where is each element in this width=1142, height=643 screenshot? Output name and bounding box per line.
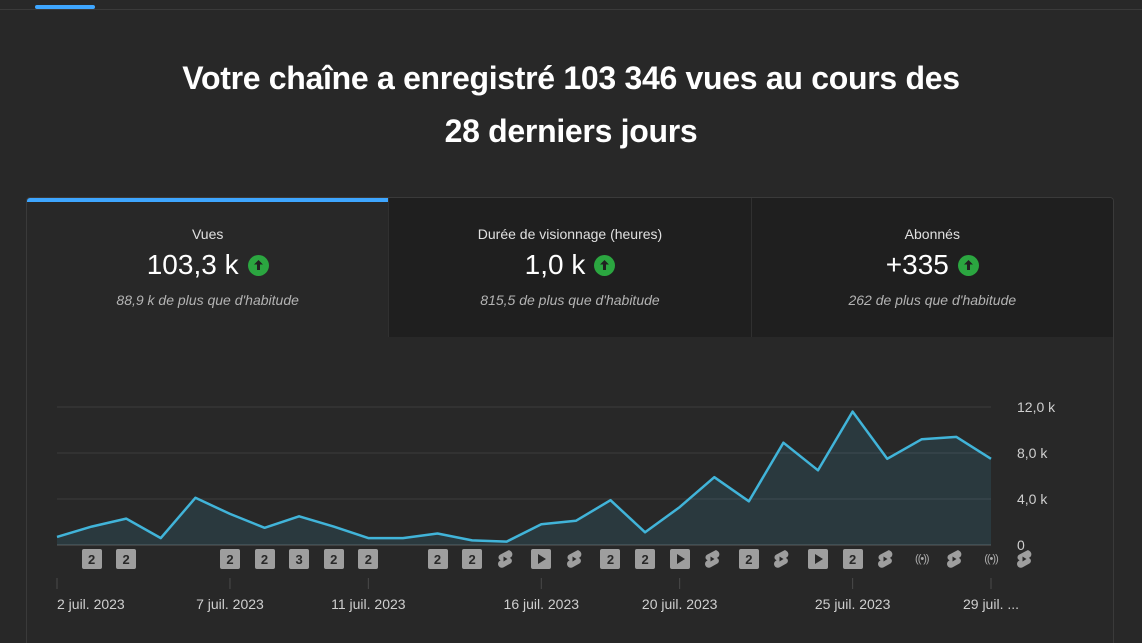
x-tick-label: 16 juil. 2023 <box>503 596 580 612</box>
data-point[interactable] <box>329 522 339 532</box>
metric-value: 1,0 k <box>524 249 586 280</box>
views-series-line <box>56 410 992 543</box>
y-tick-label: 12,0 k <box>1017 399 1056 415</box>
tab-abonnes[interactable]: Abonnés +335 262 de plus que d'habitude <box>751 198 1113 337</box>
x-tick-label: 2 juil. 2023 <box>57 596 125 612</box>
uploads-count-marker[interactable]: 3 <box>289 549 310 569</box>
x-axis-labels: 2 juil. 2023 7 juil. 2023 11 juil. 2023 16 … <box>27 596 1113 616</box>
data-point[interactable] <box>848 407 858 417</box>
metric-value: 103,3 k <box>146 249 239 280</box>
views-area-fill <box>57 411 991 545</box>
data-point[interactable] <box>778 438 788 448</box>
shorts-icon[interactable] <box>946 549 966 569</box>
data-point[interactable] <box>502 537 512 547</box>
metric-value: +335 <box>885 249 949 280</box>
page-headline: Votre chaîne a enregistré 103 346 vues a… <box>0 52 1142 158</box>
uploads-count-marker[interactable]: 2 <box>81 549 102 569</box>
active-page-tab-indicator <box>35 5 95 9</box>
metric-label: Vues <box>191 226 224 242</box>
arrow-up-circle-icon <box>247 254 269 276</box>
uploads-count-marker[interactable]: 2 <box>635 549 656 569</box>
metric-tabs: Vues 103,3 k 88,9 k de plus que d'habitu… <box>27 198 1113 337</box>
shorts-icon[interactable] <box>877 549 897 569</box>
uploads-count-marker[interactable]: 2 <box>600 549 621 569</box>
data-point[interactable] <box>536 519 546 529</box>
x-tick-label: 11 juil. 2023 <box>331 596 406 612</box>
data-point[interactable] <box>571 516 581 526</box>
uploads-count-marker[interactable]: 2 <box>358 549 379 569</box>
data-point[interactable] <box>363 533 373 543</box>
live-broadcast-icon[interactable]: ((•)) <box>984 553 999 565</box>
data-point[interactable] <box>605 495 615 505</box>
data-point[interactable] <box>121 514 131 524</box>
video-play-icon[interactable] <box>669 549 690 569</box>
data-point[interactable] <box>744 496 754 506</box>
uploads-count-marker[interactable]: 2 <box>842 549 863 569</box>
arrow-up-circle-icon <box>957 254 979 276</box>
data-point[interactable] <box>190 493 200 503</box>
metric-comparison: 262 de plus que d'habitude <box>848 292 1017 308</box>
data-point[interactable] <box>467 535 477 545</box>
data-point[interactable] <box>294 511 304 521</box>
data-point[interactable] <box>87 522 97 532</box>
uploads-count-marker[interactable]: 2 <box>462 549 483 569</box>
x-tick-label: 25 juil. 2023 <box>814 596 891 612</box>
x-tick-label: 20 juil. 2023 <box>641 596 718 612</box>
metric-label: Durée de visionnage (heures) <box>477 226 663 242</box>
data-point[interactable] <box>398 533 408 543</box>
uploads-count-marker[interactable]: 2 <box>738 549 759 569</box>
uploads-count-marker[interactable]: 2 <box>219 549 240 569</box>
y-tick-label: 4,0 k <box>1017 491 1048 507</box>
data-point[interactable] <box>986 454 996 464</box>
views-chart-svg: 12,0 k 8,0 k 4,0 k 0 <box>52 399 1056 589</box>
data-point[interactable] <box>640 527 650 537</box>
content-markers-row: 2 2 2 2 3 2 2 2 2 2 2 2 2 ((•)) ((•)) <box>27 549 1113 579</box>
data-point[interactable] <box>882 454 892 464</box>
top-divider <box>0 9 1142 10</box>
data-point[interactable] <box>433 529 443 539</box>
tab-duree-visionnage[interactable]: Durée de visionnage (heures) 1,0 k 815,5… <box>389 198 752 337</box>
video-play-icon[interactable] <box>808 549 829 569</box>
shorts-icon[interactable] <box>1016 549 1036 569</box>
data-point[interactable] <box>709 472 719 482</box>
shorts-icon[interactable] <box>773 549 793 569</box>
data-point[interactable] <box>260 523 270 533</box>
data-point[interactable] <box>917 434 927 444</box>
headline-line-2: 28 derniers jours <box>444 113 698 149</box>
metric-comparison: 88,9 k de plus que d'habitude <box>116 292 299 308</box>
x-tick-label: 7 juil. 2023 <box>196 596 264 612</box>
shorts-icon[interactable] <box>497 549 517 569</box>
uploads-count-marker[interactable]: 2 <box>323 549 344 569</box>
y-tick-label: 8,0 k <box>1017 445 1048 461</box>
data-point[interactable] <box>52 532 62 542</box>
shorts-icon[interactable] <box>704 549 724 569</box>
data-point[interactable] <box>813 465 823 475</box>
metric-label: Abonnés <box>904 226 960 242</box>
headline-line-1: Votre chaîne a enregistré 103 346 vues a… <box>182 60 960 96</box>
data-point[interactable] <box>951 432 961 442</box>
data-point[interactable] <box>225 509 235 519</box>
video-play-icon[interactable] <box>531 549 552 569</box>
data-point[interactable] <box>675 502 685 512</box>
shorts-icon[interactable] <box>566 549 586 569</box>
y-tick-label: 0 <box>1017 537 1025 553</box>
arrow-up-circle-icon <box>594 254 616 276</box>
live-broadcast-icon[interactable]: ((•)) <box>915 553 930 565</box>
x-tick-label: 29 juil. ... <box>962 596 1020 612</box>
uploads-count-marker[interactable]: 2 <box>116 549 137 569</box>
uploads-count-marker[interactable]: 2 <box>427 549 448 569</box>
analytics-card: Vues 103,3 k 88,9 k de plus que d'habitu… <box>26 197 1114 643</box>
tab-vues[interactable]: Vues 103,3 k 88,9 k de plus que d'habitu… <box>27 198 390 337</box>
metric-comparison: 815,5 de plus que d'habitude <box>480 292 660 308</box>
uploads-count-marker[interactable]: 2 <box>254 549 275 569</box>
data-point[interactable] <box>156 533 166 543</box>
